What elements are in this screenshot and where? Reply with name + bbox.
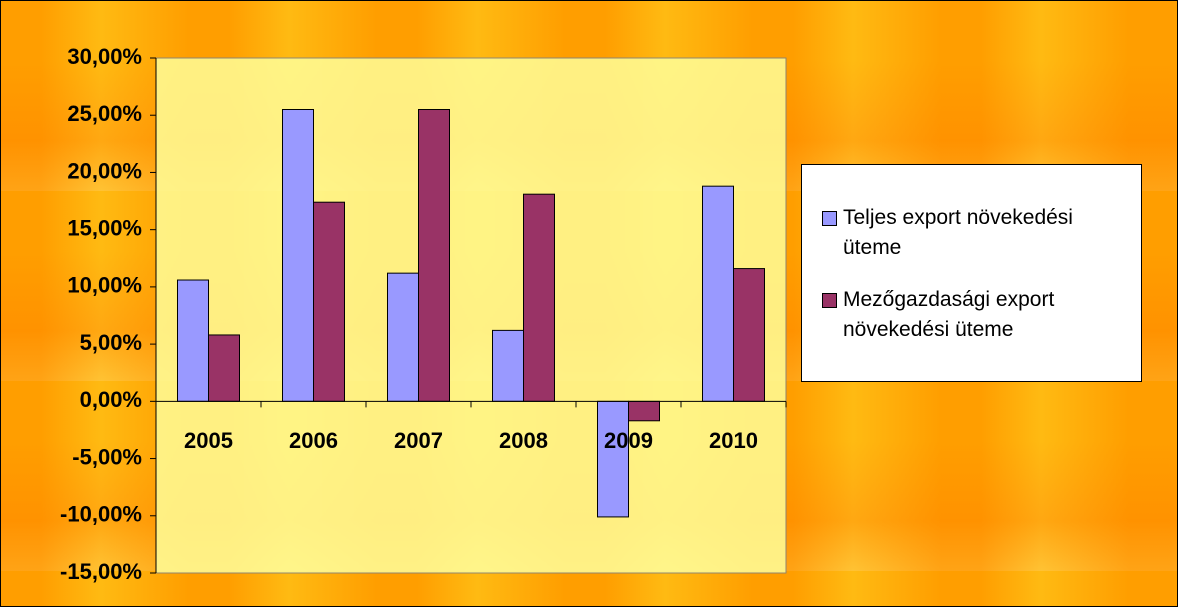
x-tick-label: 2009 (604, 428, 653, 453)
bar (523, 193, 555, 402)
bar (628, 400, 660, 422)
bar (492, 329, 524, 402)
bar (702, 185, 734, 402)
legend-swatch (822, 293, 837, 308)
x-tick-label: 2005 (184, 428, 233, 453)
x-tick-label: 2006 (289, 428, 338, 453)
bar (177, 279, 209, 402)
x-tick-label: 2010 (709, 428, 758, 453)
plot-area (155, 57, 787, 574)
bar (387, 272, 419, 402)
y-tick-label: 0,00% (80, 387, 142, 412)
legend: Teljes export növekedési üteme Mezőgazdas… (801, 164, 1142, 382)
legend-label: Teljes export növekedési üteme (843, 206, 1073, 259)
y-tick-label: 20,00% (67, 158, 142, 183)
bar (733, 268, 765, 402)
y-tick-label: -15,00% (60, 559, 142, 584)
y-tick-label: -5,00% (72, 444, 142, 469)
x-tick-label: 2008 (499, 428, 548, 453)
y-tick-label: 25,00% (67, 101, 142, 126)
bar (418, 109, 450, 402)
legend-label: Mezőgazdasági export növekedési üteme (843, 288, 1055, 341)
x-tick-label: 2007 (394, 428, 443, 453)
y-tick-label: 15,00% (67, 215, 142, 240)
bar (313, 201, 345, 402)
y-tick-label: 5,00% (80, 330, 142, 355)
bar (208, 334, 240, 402)
bar (597, 400, 629, 518)
y-tick-label: 10,00% (67, 273, 142, 298)
y-tick-label: -10,00% (60, 502, 142, 527)
legend-swatch (822, 211, 837, 226)
bar (282, 109, 314, 402)
y-tick-label: 30,00% (67, 44, 142, 69)
legend-item: Mezőgazdasági export növekedési üteme (822, 285, 1131, 345)
legend-item: Teljes export növekedési üteme (822, 203, 1131, 263)
